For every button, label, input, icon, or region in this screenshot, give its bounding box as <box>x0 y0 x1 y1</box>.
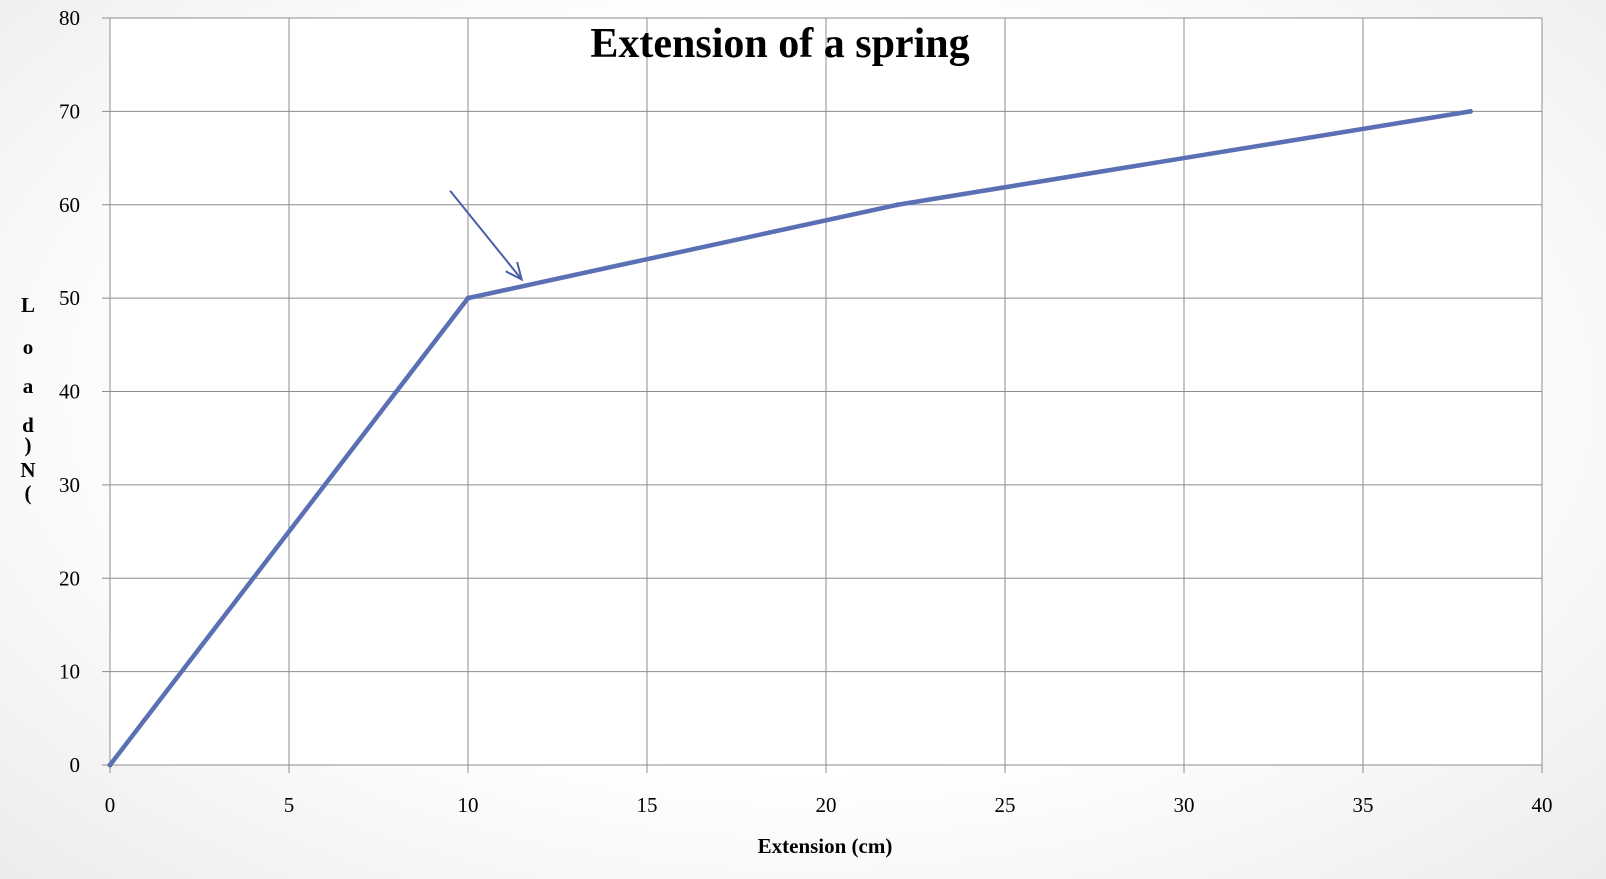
chart-title: Extension of a spring <box>590 21 969 67</box>
y-axis-title-char: ) <box>25 433 32 457</box>
x-tick-labels: 0 5 10 15 20 25 30 35 40 <box>105 793 1553 817</box>
x-tick-label: 40 <box>1532 793 1553 817</box>
data-point <box>895 202 901 208</box>
annotations <box>449 190 524 282</box>
y-tick-label: 0 <box>70 753 81 777</box>
x-axis-title: Extension (cm) <box>758 834 893 858</box>
x-tick-label: 0 <box>105 793 116 817</box>
series-line <box>107 109 1473 768</box>
data-point <box>1467 108 1473 114</box>
y-tick-labels: 0 10 20 30 40 50 60 70 80 <box>59 6 80 777</box>
x-tick-label: 25 <box>995 793 1016 817</box>
x-tick-label: 15 <box>637 793 658 817</box>
x-tick-label: 20 <box>816 793 837 817</box>
annotation-arrow-shaft <box>449 190 523 281</box>
x-tick-label: 5 <box>284 793 295 817</box>
annotation-arrow-head <box>505 261 524 282</box>
data-point <box>465 295 471 301</box>
y-tick-label: 20 <box>59 566 80 590</box>
data-point <box>107 762 113 768</box>
y-tick-label: 40 <box>59 380 80 404</box>
y-tick-label: 70 <box>59 99 80 123</box>
y-axis-title-char: a <box>23 374 34 398</box>
y-tick-label: 80 <box>59 6 80 30</box>
y-axis-title-char: o <box>23 335 34 359</box>
x-tick-label: 10 <box>458 793 479 817</box>
y-tick-label: 10 <box>59 660 80 684</box>
x-tick-label: 35 <box>1353 793 1374 817</box>
y-tick-label: 50 <box>59 286 80 310</box>
y-axis-title-char: ( <box>25 481 32 505</box>
y-tick-label: 30 <box>59 473 80 497</box>
y-tick-label: 60 <box>59 193 80 217</box>
y-axis-title-char: d <box>22 413 34 437</box>
grid-lines <box>102 17 1543 773</box>
series-group <box>107 108 1473 768</box>
y-axis-title-char: N <box>20 458 35 482</box>
y-axis-title-char: L <box>21 293 35 317</box>
x-tick-label: 30 <box>1174 793 1195 817</box>
